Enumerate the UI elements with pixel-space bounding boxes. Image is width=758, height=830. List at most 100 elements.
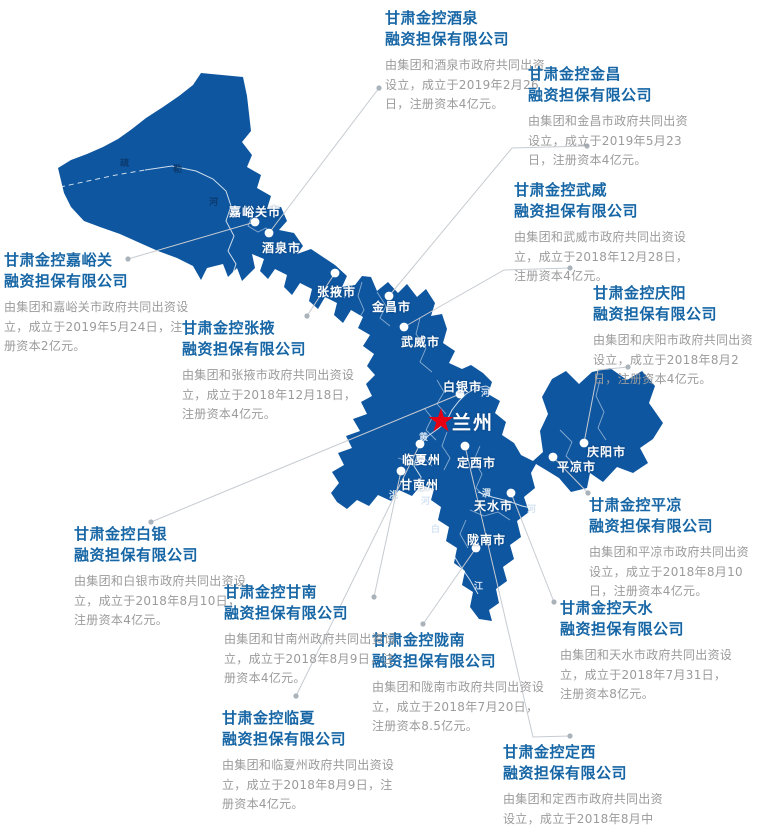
callout-title: 甘肃金控武威 融资担保有限公司 bbox=[514, 181, 639, 220]
callout-linxia: 甘肃金控临夏 融资担保有限公司 由集团和临夏州政府共同出资设立，成立于2018年8… bbox=[222, 708, 400, 815]
callout-line-tianshui bbox=[510, 492, 555, 603]
callout-title: 甘肃金控临夏 融资担保有限公司 bbox=[222, 709, 347, 748]
city-dot-zhangye bbox=[330, 268, 340, 278]
callout-title: 甘肃金控张掖 融资担保有限公司 bbox=[182, 319, 307, 358]
callout-jiayuguan: 甘肃金控嘉峪关 融资担保有限公司 由集团和嘉峪关市政府共同出资设立，成立于2019… bbox=[4, 250, 190, 357]
callout-zhangye: 甘肃金控张掖 融资担保有限公司 由集团和张掖市政府共同出资设立，成立于2018年1… bbox=[182, 318, 357, 425]
callout-title: 甘肃金控酒泉 融资担保有限公司 bbox=[385, 9, 510, 48]
callout-line-dingxi bbox=[464, 445, 571, 738]
callout-line-wuwei bbox=[403, 267, 571, 328]
river-label: 白 bbox=[431, 523, 440, 535]
city-label-dingxi: 定西市 bbox=[457, 456, 497, 470]
city-label-linxia: 临夏州 bbox=[402, 453, 442, 467]
city-dots bbox=[250, 217, 589, 553]
callout-body: 由集团和庆阳市政府共同出资设立，成立于2018年8月2日，注册资本4亿元。 bbox=[593, 333, 753, 387]
city-dot-jiuquan bbox=[264, 228, 274, 238]
callout-body: 由集团和武威市政府共同出资设立，成立于2018年12月28日，注册资本4亿元。 bbox=[514, 230, 689, 284]
city-dot-wuwei bbox=[399, 322, 409, 332]
city-label-jinchang: 金昌市 bbox=[372, 300, 412, 314]
river-label: 洮 bbox=[389, 489, 398, 501]
river-label: 渭 bbox=[482, 487, 491, 499]
callout-qingyang: 甘肃金控庆阳 融资担保有限公司 由集团和庆阳市政府共同出资设立，成立于2018年8… bbox=[593, 283, 755, 390]
city-label-zhangye: 张掖市 bbox=[317, 285, 357, 299]
callout-title: 甘肃金控白银 融资担保有限公司 bbox=[74, 525, 199, 564]
river-label: 河 bbox=[527, 503, 536, 515]
city-label-jiayuguan: 嘉峪关市 bbox=[229, 205, 282, 219]
city-label-wuwei: 武威市 bbox=[401, 335, 441, 349]
city-dot-linxia bbox=[415, 439, 425, 449]
callout-line-zhangye bbox=[306, 272, 336, 317]
callout-lines bbox=[127, 87, 629, 738]
callout-body: 由集团和临夏州政府共同出资设立，成立于2018年8月9日，注册资本4亿元。 bbox=[222, 758, 395, 812]
river-label: 疏 bbox=[120, 157, 129, 169]
callout-title: 甘肃金控陇南 融资担保有限公司 bbox=[372, 631, 497, 670]
callout-body: 由集团和陇南市政府共同出资设立，成立于2018年7月20日，注册资本8.5亿元。 bbox=[372, 680, 545, 734]
city-label-longnan: 陇南市 bbox=[467, 533, 507, 547]
callout-title: 甘肃金控天水 融资担保有限公司 bbox=[560, 599, 685, 638]
city-label-qingyang: 庆阳市 bbox=[587, 445, 627, 459]
callout-body: 由集团和白银市政府共同出资设立，成立于2018年8月10日，注册资本4亿元。 bbox=[74, 574, 247, 628]
river-label: 河 bbox=[421, 495, 430, 507]
callout-wuwei: 甘肃金控武威 融资担保有限公司 由集团和武威市政府共同出资设立，成立于2018年1… bbox=[514, 180, 689, 287]
city-label-tianshui: 天水市 bbox=[474, 499, 514, 513]
callout-line-jinchang bbox=[388, 145, 588, 297]
gansu-outline-shape bbox=[58, 73, 663, 621]
river-labels: 疏 勒 河 黄 河 洮 河 渭 河 白 江 bbox=[120, 157, 536, 592]
callout-endpoint-dots bbox=[125, 85, 631, 739]
callout-tianshui: 甘肃金控天水 融资担保有限公司 由集团和天水市政府共同出资设立，成立于2018年7… bbox=[560, 598, 735, 705]
callout-title: 甘肃金控金昌 融资担保有限公司 bbox=[528, 65, 653, 104]
city-label-pingliang: 平凉市 bbox=[557, 460, 597, 474]
callout-title: 甘肃金控平凉 融资担保有限公司 bbox=[589, 496, 714, 535]
city-dot-tianshui bbox=[506, 488, 516, 498]
city-dot-baiyin bbox=[455, 389, 465, 399]
callout-title: 甘肃金控嘉峪关 融资担保有限公司 bbox=[4, 251, 129, 290]
shule-river bbox=[144, 165, 239, 309]
tao-river bbox=[413, 454, 427, 503]
callout-line-baiyin bbox=[150, 393, 461, 523]
callout-line-linxia bbox=[295, 443, 421, 697]
callout-body: 由集团和天水市政府共同出资设立，成立于2018年7月31日，注册资本8亿元。 bbox=[560, 648, 733, 702]
city-label-baiyin: 白银市 bbox=[443, 380, 483, 394]
wei-river bbox=[477, 491, 537, 510]
city-dot-dingxi bbox=[460, 441, 470, 451]
callout-body: 由集团和平凉市政府共同出资设立，成立于2018年8月10日，注册资本4亿元。 bbox=[589, 545, 749, 599]
river-label: 江 bbox=[474, 580, 483, 592]
callout-line-jiayuguan bbox=[127, 221, 256, 260]
capital-star-icon bbox=[428, 408, 454, 432]
city-dot-jinchang bbox=[384, 291, 394, 301]
callout-body: 由集团和金昌市政府共同出资设立，成立于2019年5月23日，注册资本4亿元。 bbox=[528, 114, 688, 168]
callout-dingxi: 甘肃金控定西 融资担保有限公司 由集团和定西市政府共同出资设立，成立于2018年8… bbox=[503, 742, 675, 830]
callout-line-longnan bbox=[422, 547, 477, 625]
callout-pingliang: 甘肃金控平凉 融资担保有限公司 由集团和平凉市政府共同出资设立，成立于2018年8… bbox=[589, 495, 755, 602]
callout-gannan: 甘肃金控甘南 融资担保有限公司 由集团和甘南州政府共同出资设立，成立于2018年8… bbox=[224, 582, 402, 689]
callout-line-jiuquan bbox=[268, 87, 380, 234]
callout-baiyin: 甘肃金控白银 融资担保有限公司 由集团和白银市政府共同出资设立，成立于2018年8… bbox=[74, 524, 252, 631]
callout-title: 甘肃金控甘南 融资担保有限公司 bbox=[224, 583, 349, 622]
river-label: 河 bbox=[209, 196, 218, 208]
callout-body: 由集团和嘉峪关市政府共同出资设立，成立于2019年5月24日，注册资本2亿元。 bbox=[4, 300, 189, 354]
callout-title: 甘肃金控庆阳 融资担保有限公司 bbox=[593, 284, 718, 323]
prefecture-boundaries bbox=[245, 205, 607, 549]
bailong-river bbox=[429, 515, 479, 595]
callout-title: 甘肃金控定西 融资担保有限公司 bbox=[503, 743, 628, 782]
callout-body: 由集团和定西市政府共同出资设立，成立于2018年8月中旬，注册资本4亿元。 bbox=[503, 792, 663, 826]
callout-body: 由集团和甘南州政府共同出资设立，成立于2018年8月9日，注册资本4亿元。 bbox=[224, 632, 397, 686]
river-label: 河 bbox=[481, 387, 490, 399]
callout-body: 由集团和张掖市政府共同出资设立，成立于2018年12月18日，注册资本4亿元。 bbox=[182, 368, 357, 422]
city-dot-jiayuguan bbox=[250, 217, 260, 227]
city-dot-longnan bbox=[471, 543, 481, 553]
callout-body: 由集团和酒泉市政府共同出资设立，成立于2019年2月26日，注册资本4亿元。 bbox=[385, 58, 545, 112]
callout-line-qingyang bbox=[583, 366, 629, 444]
river-label: 黄 bbox=[419, 431, 428, 443]
city-label-jiuquan: 酒泉市 bbox=[262, 241, 302, 255]
city-dot-pingliang bbox=[548, 452, 558, 462]
callout-jinchang: 甘肃金控金昌 融资担保有限公司 由集团和金昌市政府共同出资设立，成立于2019年5… bbox=[528, 64, 700, 171]
river-label: 勒 bbox=[173, 163, 182, 175]
callout-longnan: 甘肃金控陇南 融资担保有限公司 由集团和陇南市政府共同出资设立，成立于2018年7… bbox=[372, 630, 550, 737]
city-dot-qingyang bbox=[579, 438, 589, 448]
callout-jiuquan: 甘肃金控酒泉 融资担保有限公司 由集团和酒泉市政府共同出资设立，成立于2019年2… bbox=[385, 8, 555, 115]
city-label-gannan: 甘南州 bbox=[400, 478, 440, 492]
city-dot-gannan bbox=[396, 466, 406, 476]
